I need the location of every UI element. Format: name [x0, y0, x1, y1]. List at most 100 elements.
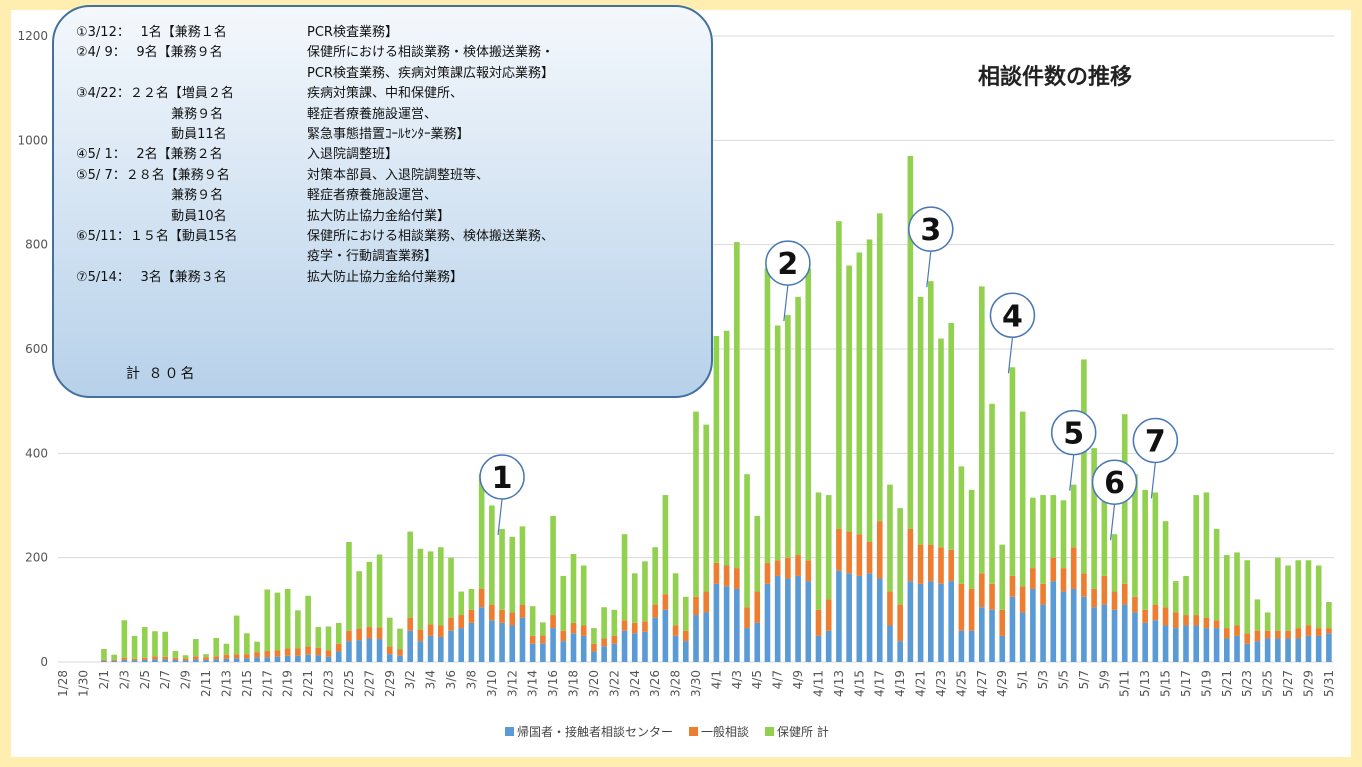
bar-segment-2 [611, 609, 618, 636]
legend-item-2: 保健所 計 [765, 724, 829, 739]
bar-segment-0 [703, 612, 710, 662]
bar-segment-2 [744, 474, 750, 608]
bar-segment-0 [162, 659, 168, 662]
bar-segment-2 [356, 571, 362, 629]
bar-segment-1 [1183, 615, 1189, 626]
bar-segment-0 [1172, 628, 1179, 662]
bar-segment-2 [876, 213, 883, 522]
bar-segment-2 [591, 628, 597, 644]
bar-segment-1 [540, 635, 546, 644]
bar-segment-2 [734, 242, 740, 569]
bar-segment-0 [540, 643, 546, 662]
x-tick-label: 5/19 [1199, 670, 1213, 697]
note-line-desc: 拡大防止協力金給付業】 [307, 208, 451, 224]
bar-segment-1 [621, 620, 628, 631]
bar-segment-1 [1315, 628, 1322, 636]
x-tick-label: 3/24 [628, 670, 642, 697]
bar-segment-0 [744, 628, 750, 662]
bar-segment-1 [397, 649, 403, 656]
x-tick-label: 5/7 [1077, 670, 1091, 689]
legend-label: 一般相談 [701, 724, 749, 739]
note-line-label: ①3/12： 1名【兼務１名 [76, 25, 227, 40]
bar-segment-0 [1081, 596, 1087, 662]
bar-segment-0 [1132, 612, 1138, 662]
bar-segment-0 [1254, 641, 1261, 662]
bar-segment-1 [1060, 568, 1067, 592]
bar-segment-1 [958, 583, 965, 631]
marker-pointer [1007, 337, 1014, 374]
bar-segment-0 [427, 635, 434, 662]
bar-segment-0 [111, 660, 117, 662]
note-line-desc: 疾病対策課、中和保健所、 [307, 86, 464, 102]
bar-segment-2 [141, 627, 148, 658]
marker-circle [1132, 417, 1179, 464]
bar-segment-0 [693, 615, 699, 662]
bar-segment-0 [1244, 643, 1251, 662]
bar-segment-1 [366, 627, 373, 639]
bar-segment-2 [631, 573, 638, 623]
note-line-label: ②4/ 9： 9名【兼務９名 [76, 45, 223, 61]
x-tick-label: 2/1 [97, 670, 111, 689]
note-line-label: 兼務９名 [76, 106, 224, 122]
bar-segment-0 [723, 586, 730, 662]
bar-segment-0 [193, 659, 199, 662]
bar-segment-1 [631, 622, 638, 634]
bar-segment-1 [131, 658, 138, 661]
bar-segment-0 [631, 633, 638, 662]
marker-pointer [926, 251, 932, 288]
bar-segment-0 [580, 635, 587, 662]
y-tick-label: 600 [25, 342, 48, 356]
bar-segment-1 [652, 604, 658, 618]
bar-segment-2 [703, 424, 710, 592]
bar-segment-1 [233, 654, 240, 659]
bar-segment-1 [223, 654, 230, 659]
bar-segment-2 [764, 268, 771, 563]
bar-segment-2 [887, 484, 893, 592]
bar-segment-2 [846, 265, 852, 532]
x-tick-label: 2/27 [362, 670, 376, 697]
bar-segment-2 [1101, 484, 1108, 576]
bar-segment-1 [468, 609, 475, 623]
bar-segment-1 [111, 659, 117, 661]
x-tick-label: 2/3 [117, 670, 131, 689]
x-tick-label: 2/9 [179, 670, 193, 689]
marker-4: 4 [989, 292, 1036, 374]
bar-segment-2 [325, 626, 332, 651]
bar-segment-1 [734, 568, 740, 589]
note-line-desc: PCR検査業務、疾病対策課広報対応業務】 [307, 65, 554, 81]
bar-segment-1 [529, 635, 536, 644]
bar-segment-0 [1030, 588, 1036, 662]
bar-segment-1 [1193, 615, 1199, 626]
bar-segment-0 [958, 630, 965, 662]
bar-segment-2 [346, 542, 352, 631]
x-tick-label: 5/1 [1016, 670, 1030, 689]
bar-segment-2 [642, 561, 648, 622]
bar-segment-2 [1275, 557, 1281, 631]
x-tick-label: 4/9 [791, 670, 805, 689]
note-line-desc: 保健所における相談業務、検体搬送業務、 [307, 229, 555, 244]
bar-segment-2 [672, 573, 679, 626]
note-line-label: ⑦5/14： 3名【兼務３名 [76, 269, 227, 285]
legend: 帰国者・接触者相談センター 一般相談 保健所 計 [505, 724, 829, 739]
bar-segment-0 [376, 639, 383, 662]
marker-label: 1 [492, 461, 513, 496]
bar-segment-1 [1050, 557, 1057, 582]
bar-segment-2 [713, 335, 720, 563]
x-tick-label: 3/18 [567, 670, 581, 697]
x-tick-label: 4/11 [811, 670, 825, 697]
bar-segment-1 [254, 652, 260, 658]
bar-segment-2 [1326, 602, 1332, 629]
x-tick-label: 4/13 [832, 670, 846, 697]
bar-segment-0 [468, 622, 475, 662]
bar-segment-0 [1070, 588, 1077, 662]
bar-segment-2 [1193, 495, 1199, 616]
marker-circle [765, 240, 811, 286]
bar-segment-2 [693, 411, 699, 597]
bar-segment-1 [1234, 625, 1240, 636]
bar-segment-1 [1224, 628, 1230, 639]
bar-segment-1 [1254, 630, 1261, 642]
bar-segment-2 [1203, 492, 1210, 618]
bar-segment-0 [233, 658, 240, 662]
bar-segment-0 [397, 655, 403, 662]
bar-segment-2 [580, 565, 587, 626]
